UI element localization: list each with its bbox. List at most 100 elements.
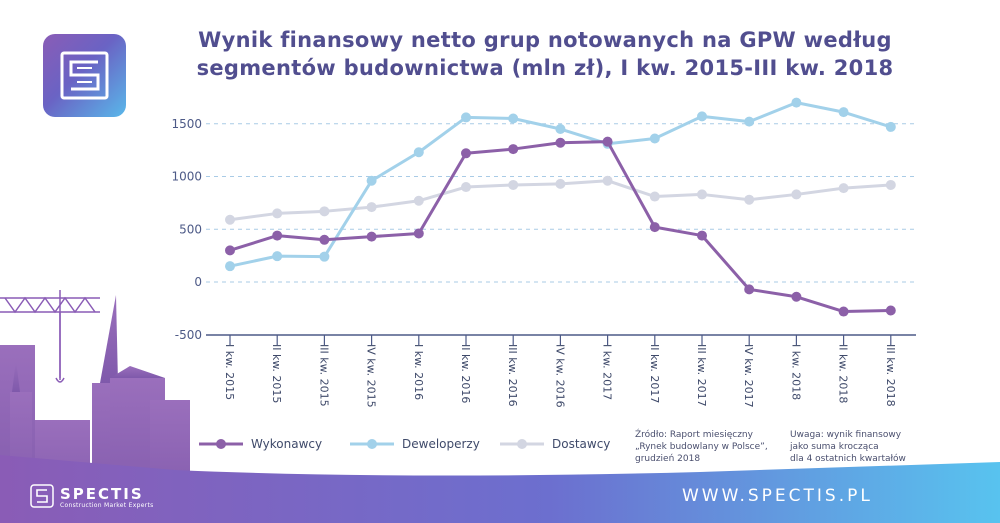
- legend-label: Dostawcy: [552, 436, 611, 451]
- x-tick-label: II kw. 2017: [648, 344, 661, 403]
- chart-title: Wynik finansowy netto grup notowanych na…: [150, 26, 940, 82]
- footer-band: [0, 455, 1000, 523]
- x-tick-label: II kw. 2018: [837, 344, 850, 403]
- series-dostawcy: [225, 175, 896, 225]
- data-point: [649, 191, 660, 202]
- legend-item: Dostawcy: [498, 436, 610, 451]
- series-line: [229, 140, 891, 314]
- y-tick-label: -500: [175, 328, 202, 342]
- data-point: [885, 305, 896, 316]
- remark-note: Uwaga: wynik finansowy jako suma krocząc…: [790, 429, 930, 465]
- data-point: [225, 261, 235, 272]
- data-point: [697, 189, 707, 200]
- data-point: [319, 251, 330, 262]
- brand-logo-small-mark: [36, 489, 48, 503]
- data-point: [838, 183, 849, 194]
- y-tick-label: 0: [194, 275, 202, 289]
- y-gridlines: [206, 123, 916, 283]
- data-point: [744, 194, 755, 205]
- data-point: [508, 179, 519, 190]
- data-point: [461, 182, 471, 193]
- brand-tagline: Construction Market Experts: [60, 502, 154, 509]
- data-point: [413, 228, 424, 239]
- chart-title-line-1: Wynik finansowy netto grup notowanych na…: [198, 28, 892, 52]
- legend-label: Deweloperzy: [402, 436, 480, 451]
- y-axis-ticks: 1500 1000 500 0 -500: [171, 117, 202, 342]
- data-point: [744, 116, 755, 127]
- data-point: [697, 111, 707, 122]
- source-line: grudzień 2018: [635, 454, 701, 464]
- y-tick-label: 1000: [171, 170, 202, 184]
- data-point: [225, 214, 235, 225]
- data-point: [602, 136, 613, 147]
- data-point: [225, 245, 235, 256]
- data-point: [366, 231, 377, 242]
- data-point: [366, 202, 377, 213]
- legend-swatch: [199, 438, 243, 449]
- data-point: [461, 148, 471, 159]
- x-tick-label: II kw. 2015: [270, 344, 283, 403]
- data-point: [319, 234, 330, 245]
- data-point: [272, 208, 283, 219]
- x-tick-label: II kw. 2016: [459, 344, 472, 403]
- source-note: Źródło: Raport miesięczny „Rynek budowla…: [635, 429, 785, 465]
- data-point: [649, 133, 660, 144]
- data-point: [555, 124, 566, 135]
- website-link[interactable]: WWW.SPECTIS.PL: [682, 486, 873, 506]
- data-point: [791, 189, 802, 200]
- remark-line: jako suma krocząca: [790, 442, 879, 452]
- data-point: [885, 121, 896, 132]
- data-point: [744, 284, 755, 295]
- brand-name: SPECTIS: [60, 485, 144, 503]
- data-point: [413, 147, 424, 158]
- x-tick-label: III kw. 2015: [317, 344, 330, 407]
- series-layer: [225, 97, 896, 317]
- data-point: [555, 178, 566, 189]
- x-tick-label: III kw. 2016: [506, 344, 519, 407]
- legend-item: Wykonawcy: [197, 436, 322, 451]
- remark-line: dla 4 ostatnich kwartałów: [790, 454, 906, 464]
- legend-swatch: [350, 438, 394, 449]
- data-point: [508, 113, 519, 124]
- data-point: [272, 251, 283, 262]
- data-point: [885, 179, 896, 190]
- data-point: [413, 195, 424, 206]
- data-point: [319, 206, 330, 217]
- y-tick-label: 500: [179, 222, 202, 236]
- spectis-logo-mark: [60, 51, 109, 100]
- x-tick-label: III kw. 2017: [695, 344, 708, 407]
- series-wykonawcy: [225, 136, 896, 317]
- chart-title-line-2: segmentów budownictwa (mln zł), I kw. 20…: [196, 56, 894, 80]
- data-point: [838, 306, 849, 317]
- data-point: [508, 144, 519, 155]
- y-tick-label: 1500: [171, 117, 202, 131]
- data-point: [791, 97, 802, 108]
- data-point: [697, 230, 707, 241]
- legend-item: Deweloperzy: [348, 436, 480, 451]
- x-tick-label: IV kw. 2017: [742, 344, 755, 408]
- data-point: [555, 137, 566, 148]
- crane-illustration: [0, 290, 100, 383]
- data-point: [461, 112, 471, 123]
- data-point: [366, 175, 377, 186]
- data-point: [602, 175, 613, 186]
- source-line: Źródło: Raport miesięczny: [635, 430, 753, 440]
- x-tick-label: IV kw. 2016: [553, 344, 566, 408]
- remark-line: Uwaga: wynik finansowy: [790, 430, 902, 440]
- data-point: [838, 107, 849, 118]
- x-tick-label: I kw. 2016: [412, 344, 425, 400]
- x-tick-label: I kw. 2018: [789, 344, 802, 400]
- x-tick-label: III kw. 2018: [884, 344, 897, 407]
- brand-logo-small: [30, 484, 54, 508]
- source-line: „Rynek budowlany w Polsce”,: [635, 442, 768, 452]
- data-point: [791, 291, 802, 302]
- legend-label: Wykonawcy: [251, 436, 323, 451]
- x-axis-ticks: I kw. 2015 II kw. 2015 III kw. 2015 IV kw. …: [223, 335, 897, 408]
- data-point: [649, 222, 660, 233]
- x-tick-label: IV kw. 2015: [365, 344, 378, 408]
- x-tick-label: I kw. 2017: [601, 344, 614, 400]
- data-point: [272, 230, 283, 241]
- legend-swatch: [500, 438, 544, 449]
- x-tick-label: I kw. 2015: [223, 344, 236, 400]
